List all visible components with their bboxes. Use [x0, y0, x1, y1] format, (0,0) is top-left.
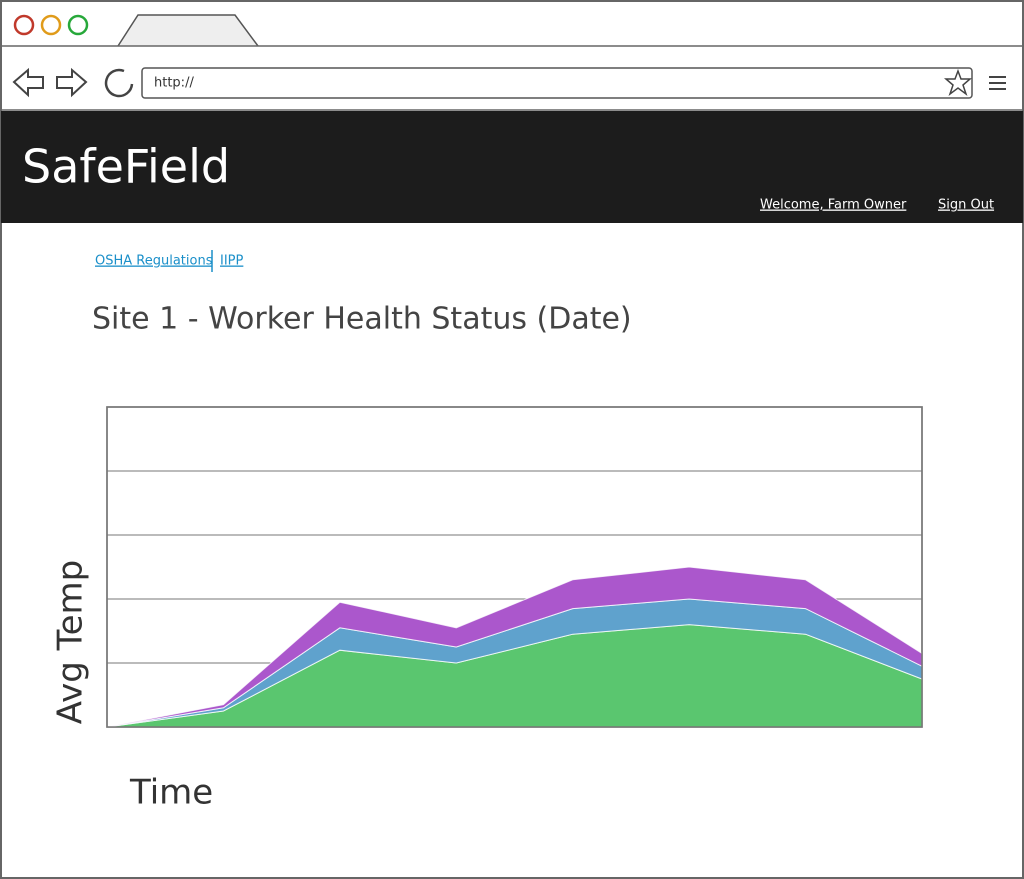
chart: Avg Temp Time	[51, 406, 923, 813]
reload-button[interactable]	[104, 68, 134, 98]
x-axis-label: Time	[129, 773, 213, 813]
y-axis-label: Avg Temp	[51, 560, 91, 724]
plot-border	[106, 406, 923, 728]
site-header	[1, 111, 1023, 223]
address-bar[interactable]	[141, 67, 973, 99]
sign-out-link[interactable]: Sign Out	[938, 198, 994, 213]
maximize-button[interactable]	[67, 14, 89, 36]
url-text: http://	[154, 76, 194, 91]
brand: SafeField	[22, 140, 230, 194]
menu-button[interactable]	[989, 76, 1006, 90]
close-button[interactable]	[13, 14, 35, 36]
browser-tab[interactable]	[117, 14, 259, 47]
page-heading: Site 1 - Worker Health Status (Date)	[92, 302, 632, 337]
osha-link[interactable]: OSHA Regulations	[95, 254, 213, 269]
forward-button[interactable]	[56, 67, 88, 98]
welcome-text: Welcome, Farm Owner	[760, 198, 907, 213]
minimize-button[interactable]	[40, 14, 62, 36]
back-button[interactable]	[12, 67, 44, 98]
iipp-link[interactable]: IIPP	[220, 254, 244, 269]
bookmark-star[interactable]	[943, 68, 973, 97]
